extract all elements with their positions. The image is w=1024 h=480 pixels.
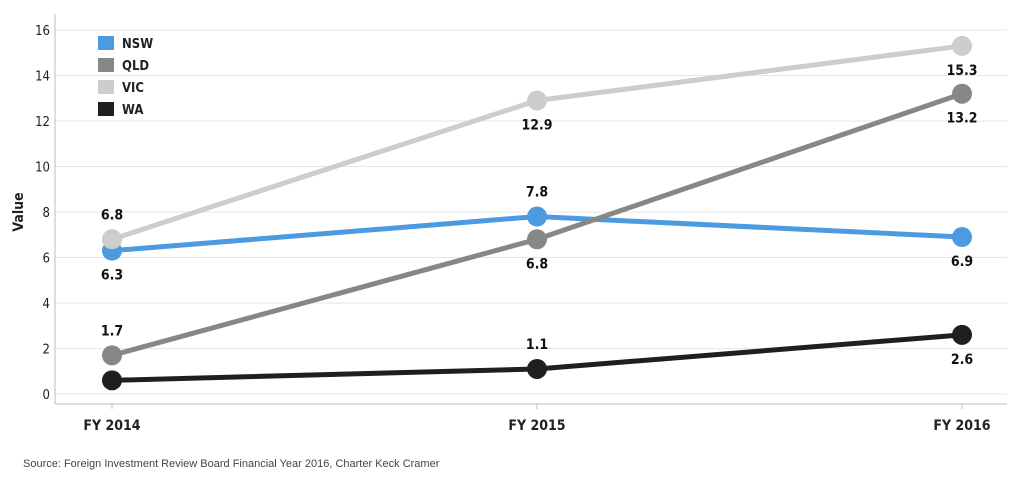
legend-swatch-vic [98,80,114,94]
legend-swatch-qld [98,58,114,72]
y-tick-label: 6 [43,252,50,267]
data-point-vic [952,35,972,56]
legend-swatch-nsw [98,36,114,50]
data-labels: 6.3 7.8 6.9 1.7 6.8 13.2 6.8 12.9 15.3 1.1 2.6 [101,63,978,368]
data-point-qld [527,229,547,250]
data-label-wa: 2.6 [951,352,974,368]
y-tick-label: 14 [35,70,50,85]
legend-label-nsw: NSW [122,37,153,52]
data-label-wa: 1.1 [526,337,548,353]
legend-label-vic: VIC [122,81,144,96]
y-tick-label: 8 [43,206,50,221]
y-tick-label: 4 [43,297,50,312]
line-chart: 0 2 4 6 8 10 12 14 16 FY 2014 FY 2015 FY 2016 6.3 7… [11,14,1007,434]
legend-label-qld: QLD [122,59,149,74]
series-points [102,35,972,391]
y-tick-label: 16 [35,24,50,39]
data-point-wa [952,324,972,345]
y-tick-label: 2 [43,343,50,358]
data-point-qld [102,345,122,366]
legend: NSW QLD VIC WA [98,36,153,118]
data-label-qld: 1.7 [101,323,123,339]
data-point-nsw [527,206,547,227]
x-tick-label: FY 2014 [83,418,140,434]
data-point-vic [102,229,122,250]
x-axis: FY 2014 FY 2015 FY 2016 [54,14,1007,434]
y-tick-label: 12 [35,115,50,130]
source-note: Source: Foreign Investment Review Board … [23,458,440,470]
data-point-wa [102,370,122,391]
legend-label-wa: WA [122,103,143,118]
data-label-nsw: 6.9 [951,254,973,270]
y-axis-ticks: 0 2 4 6 8 10 12 14 16 [35,24,50,403]
data-label-vic: 15.3 [946,63,977,79]
data-point-qld [952,83,972,104]
data-label-nsw: 6.3 [101,268,123,284]
data-label-qld: 13.2 [946,111,977,127]
data-point-wa [527,358,547,379]
data-point-nsw [952,227,972,248]
y-tick-label: 0 [43,388,50,403]
y-tick-label: 10 [35,161,50,176]
legend-swatch-wa [98,102,114,116]
data-label-vic: 12.9 [521,118,552,134]
data-label-vic: 6.8 [101,207,123,223]
x-tick-label: FY 2016 [933,418,990,434]
data-label-qld: 6.8 [526,256,548,272]
x-tick-label: FY 2015 [508,418,565,434]
data-label-nsw: 7.8 [526,185,548,201]
data-point-vic [527,90,547,111]
y-axis-label: Value [11,192,27,231]
